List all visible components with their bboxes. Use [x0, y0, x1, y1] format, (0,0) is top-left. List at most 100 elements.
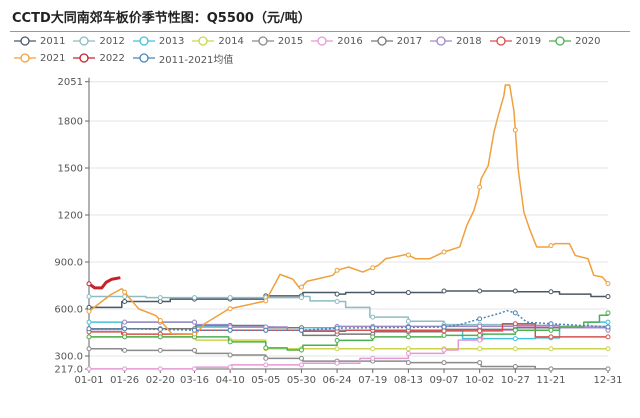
- data-point-2015: [298, 355, 304, 361]
- data-point-2012: [370, 314, 376, 320]
- data-point-2021: [405, 252, 411, 258]
- data-point-2011-2021均值: [405, 324, 411, 330]
- x-tick-label: 10-27: [501, 375, 530, 386]
- data-point-2016: [192, 366, 198, 372]
- x-tick-label: 01-26: [110, 375, 139, 386]
- data-point-2018: [192, 319, 198, 325]
- x-tick-label: 12-31: [593, 375, 622, 386]
- data-point-2011-2021均值: [86, 326, 92, 332]
- data-point-2021: [157, 317, 163, 323]
- data-point-2021: [86, 308, 92, 314]
- data-point-2014: [512, 346, 518, 352]
- legend-item-2020[interactable]: 2020: [549, 34, 601, 48]
- data-point-2021: [334, 267, 340, 273]
- legend-item-2015[interactable]: 2015: [251, 34, 303, 48]
- data-point-2020: [86, 334, 92, 340]
- data-point-2011: [605, 293, 611, 299]
- data-point-2011: [548, 289, 554, 295]
- data-point-2015: [405, 360, 411, 366]
- data-point-2016: [477, 337, 483, 343]
- data-point-2015: [263, 355, 269, 361]
- data-point-2016: [441, 347, 447, 353]
- data-point-2016: [157, 366, 163, 372]
- x-tick-label: 09-07: [429, 375, 458, 386]
- title-divider: [10, 31, 630, 32]
- legend-item-2018[interactable]: 2018: [430, 34, 482, 48]
- data-point-2016: [298, 362, 304, 368]
- data-point-2020: [512, 327, 518, 333]
- data-point-2011: [122, 298, 128, 304]
- data-point-2012: [86, 293, 92, 299]
- data-point-2011-2021均值: [122, 326, 128, 332]
- data-point-2019: [548, 334, 554, 340]
- data-point-2016: [370, 355, 376, 361]
- data-point-2014: [405, 346, 411, 352]
- legend-item-2016[interactable]: 2016: [311, 34, 363, 48]
- legend-item-2017[interactable]: 2017: [370, 34, 422, 48]
- data-point-2012: [405, 318, 411, 324]
- data-point-2012: [157, 295, 163, 301]
- data-point-2011-2021均值: [370, 325, 376, 331]
- x-tick-label: 06-24: [323, 375, 352, 386]
- data-point-2013: [605, 319, 611, 325]
- legend-marker-icon: [311, 36, 334, 46]
- data-point-2014: [370, 346, 376, 352]
- data-point-2021: [512, 127, 518, 133]
- legend-label: 2021: [40, 52, 66, 64]
- data-point-2018: [477, 323, 483, 329]
- data-point-2021: [227, 306, 233, 312]
- data-point-2011: [157, 298, 163, 304]
- data-point-2011: [405, 290, 411, 296]
- data-point-2012: [192, 295, 198, 301]
- data-point-2020: [477, 332, 483, 338]
- legend-marker-icon: [14, 53, 36, 63]
- data-point-2019: [441, 328, 447, 334]
- legend-item-2019[interactable]: 2019: [489, 34, 541, 48]
- x-tick-label: 07-19: [358, 375, 387, 386]
- legend-item-2022[interactable]: 2022: [73, 51, 125, 65]
- legend-item-2011[interactable]: 2011: [14, 34, 65, 48]
- legend-marker-icon: [14, 36, 36, 46]
- legend-item-2021[interactable]: 2021: [14, 51, 65, 65]
- data-point-2012: [122, 293, 128, 299]
- legend-item-2013[interactable]: 2013: [132, 34, 185, 48]
- x-tick-label: 10-02: [465, 375, 494, 386]
- data-point-2012: [298, 295, 304, 301]
- legend-item-2011-2021均值[interactable]: 2011-2021均值: [132, 51, 233, 66]
- data-point-2012: [227, 295, 233, 301]
- x-tick-label: 08-13: [394, 375, 423, 386]
- data-point-2011: [477, 288, 483, 294]
- x-tick-label: 02-20: [146, 375, 175, 386]
- data-point-2014: [605, 346, 611, 352]
- legend-label: 2022: [99, 52, 125, 64]
- x-tick-label: 03-16: [180, 375, 209, 386]
- legend-item-2012[interactable]: 2012: [73, 34, 125, 48]
- data-point-2015: [192, 347, 198, 353]
- y-tick-label: 900.0: [54, 258, 83, 269]
- legend-marker-icon: [73, 53, 96, 63]
- legend-marker-icon: [430, 36, 453, 46]
- series-line-2015: [89, 348, 608, 370]
- data-point-2014: [334, 346, 340, 352]
- y-tick-label: 600.0: [54, 305, 83, 316]
- legend-item-2014[interactable]: 2014: [192, 34, 244, 48]
- y-tick-label: 300.0: [54, 351, 83, 362]
- data-point-2019: [605, 334, 611, 340]
- legend-marker-icon: [370, 36, 393, 46]
- legend-marker-icon: [73, 36, 96, 46]
- data-point-2015: [227, 352, 233, 358]
- series-line-2018: [89, 321, 609, 332]
- data-point-2016: [227, 364, 233, 370]
- data-point-2011-2021均值: [192, 327, 198, 333]
- data-point-2011: [86, 304, 92, 310]
- legend-label: 2013: [158, 35, 185, 47]
- data-point-2020: [227, 339, 233, 345]
- data-point-2015: [548, 366, 554, 372]
- series-line-2022: [88, 276, 121, 290]
- data-point-2021: [298, 284, 304, 290]
- data-point-2016: [334, 360, 340, 366]
- data-point-2014: [477, 346, 483, 352]
- data-point-2015: [122, 347, 128, 353]
- data-point-2012: [334, 298, 340, 304]
